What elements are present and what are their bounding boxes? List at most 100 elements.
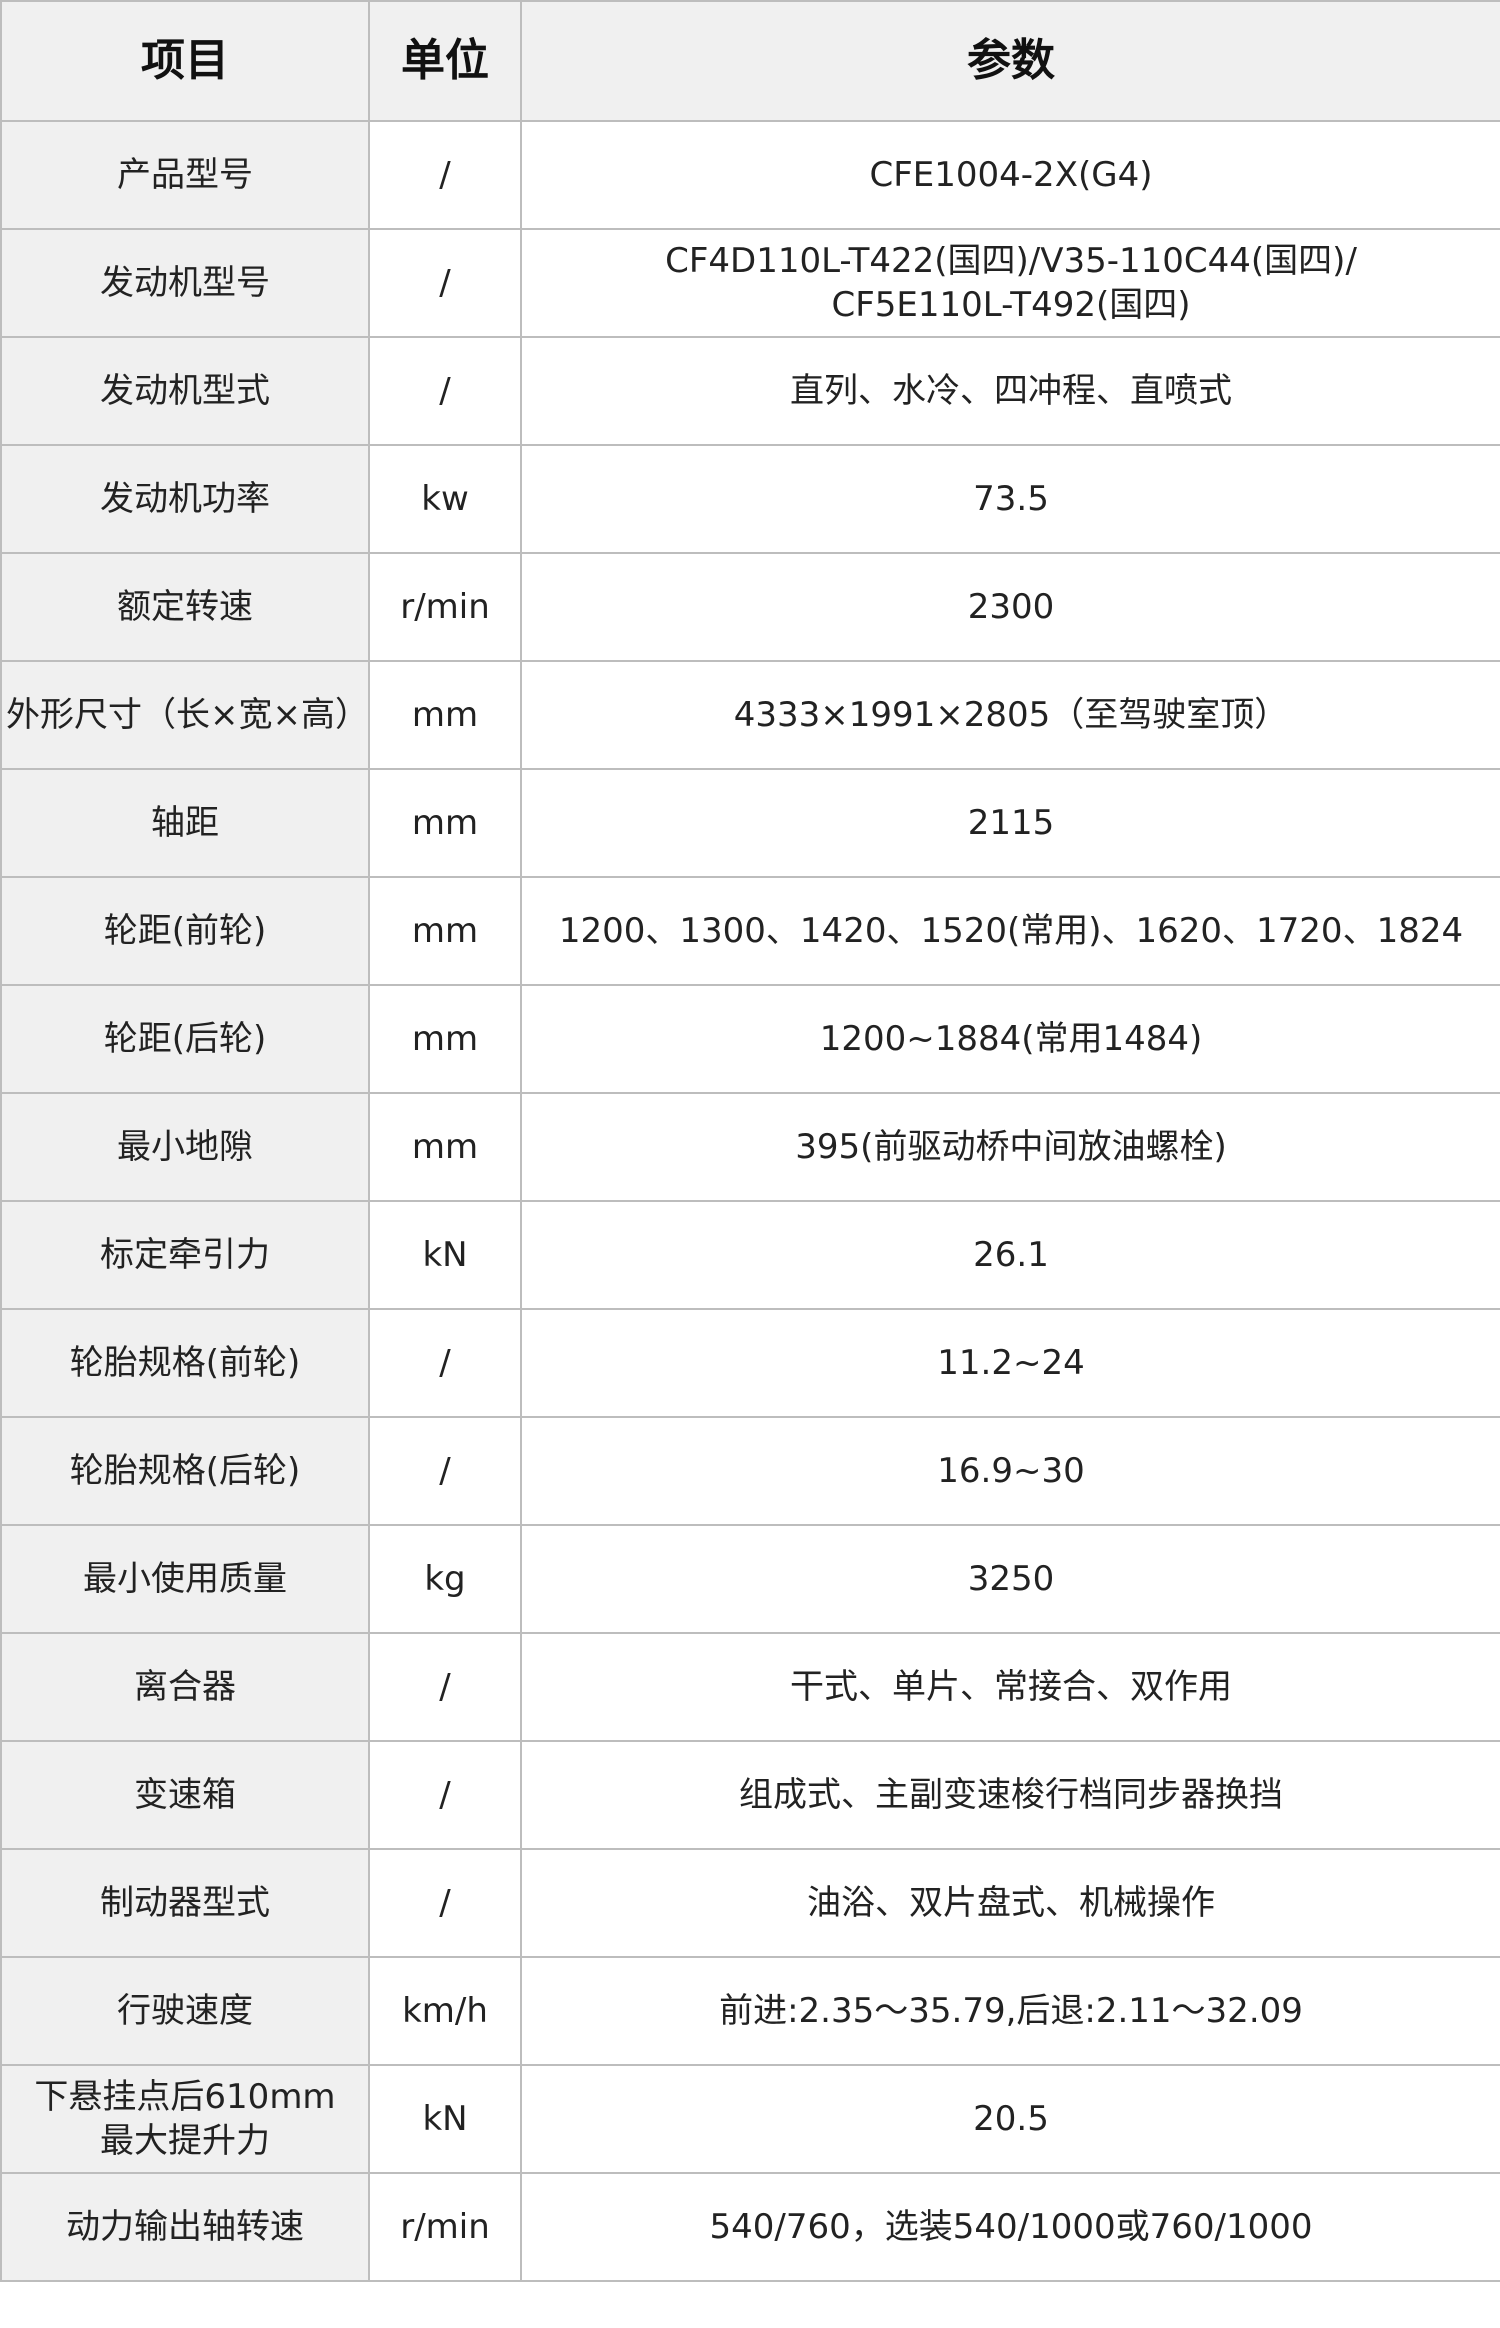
table-row: 最小使用质量 kg 3250 bbox=[0, 1524, 1500, 1634]
unit-cell: mm bbox=[368, 660, 522, 770]
table-row: 离合器 / 干式、单片、常接合、双作用 bbox=[0, 1632, 1500, 1742]
item-cell: 变速箱 bbox=[0, 1740, 370, 1850]
item-cell-text: 制动器型式 bbox=[100, 1883, 270, 1923]
unit-cell-text: kg bbox=[424, 1559, 466, 1599]
unit-cell-text: mm bbox=[411, 1127, 479, 1167]
unit-cell: / bbox=[368, 1848, 522, 1958]
table-row: 轴距 mm 2115 bbox=[0, 768, 1500, 878]
value-cell-text: 3250 bbox=[967, 1559, 1055, 1599]
item-cell: 最小使用质量 bbox=[0, 1524, 370, 1634]
unit-cell-text: kw bbox=[421, 479, 469, 519]
unit-cell: / bbox=[368, 1740, 522, 1850]
item-cell: 发动机型式 bbox=[0, 336, 370, 446]
table-row: 额定转速 r/min 2300 bbox=[0, 552, 1500, 662]
table-row: 下悬挂点后610mm 最大提升力 kN 20.5 bbox=[0, 2064, 1500, 2174]
item-cell-text: 轮距(后轮) bbox=[103, 1019, 267, 1059]
table-row: 动力输出轴转速 r/min 540/760，选装540/1000或760/1000 bbox=[0, 2172, 1500, 2282]
item-cell-text: 产品型号 bbox=[117, 155, 253, 195]
value-cell-text: CFE1004-2X(G4) bbox=[869, 155, 1153, 195]
value-cell: 2115 bbox=[520, 768, 1500, 878]
unit-cell: r/min bbox=[368, 2172, 522, 2282]
value-cell: 73.5 bbox=[520, 444, 1500, 554]
value-cell-text: CF4D110L-T422(国四)/V35-110C44(国四)/ bbox=[665, 241, 1357, 281]
unit-cell-text: kN bbox=[422, 1235, 468, 1275]
value-cell: 1200、1300、1420、1520(常用)、1620、1720、1824 bbox=[520, 876, 1500, 986]
value-cell: 395(前驱动桥中间放油螺栓) bbox=[520, 1092, 1500, 1202]
value-cell-text: 2115 bbox=[967, 803, 1055, 843]
unit-cell-text: / bbox=[439, 1775, 451, 1815]
item-cell-text: 发动机型号 bbox=[100, 263, 270, 303]
item-cell: 标定牵引力 bbox=[0, 1200, 370, 1310]
table-row: 变速箱 / 组成式、主副变速梭行档同步器换挡 bbox=[0, 1740, 1500, 1850]
value-cell: 16.9~30 bbox=[520, 1416, 1500, 1526]
header-item: 项目 bbox=[0, 0, 370, 122]
value-cell: 1200~1884(常用1484) bbox=[520, 984, 1500, 1094]
value-cell: 油浴、双片盘式、机械操作 bbox=[520, 1848, 1500, 1958]
item-cell: 外形尺寸（长×宽×高） bbox=[0, 660, 370, 770]
table-row: 轮胎规格(前轮) / 11.2~24 bbox=[0, 1308, 1500, 1418]
unit-cell-text: / bbox=[439, 1451, 451, 1491]
unit-cell-text: mm bbox=[411, 911, 479, 951]
unit-cell-text: / bbox=[439, 155, 451, 195]
item-cell-text: 最大提升力 bbox=[100, 2121, 270, 2161]
unit-cell-text: / bbox=[439, 263, 451, 303]
item-cell: 行驶速度 bbox=[0, 1956, 370, 2066]
table-row: 轮距(后轮) mm 1200~1884(常用1484) bbox=[0, 984, 1500, 1094]
value-cell-text: 2300 bbox=[967, 587, 1055, 627]
value-cell: 2300 bbox=[520, 552, 1500, 662]
unit-cell: / bbox=[368, 228, 522, 338]
item-cell-text: 发动机型式 bbox=[100, 371, 270, 411]
item-cell-text: 离合器 bbox=[134, 1667, 236, 1707]
value-cell-text: CF5E110L-T492(国四) bbox=[831, 285, 1191, 325]
value-cell-text: 1200、1300、1420、1520(常用)、1620、1720、1824 bbox=[558, 911, 1464, 951]
item-cell-text: 行驶速度 bbox=[117, 1991, 253, 2031]
item-cell-text: 轮距(前轮) bbox=[103, 911, 267, 951]
item-cell-text: 轮胎规格(前轮) bbox=[69, 1343, 301, 1383]
table-row: 发动机型式 / 直列、水冷、四冲程、直喷式 bbox=[0, 336, 1500, 446]
unit-cell: kg bbox=[368, 1524, 522, 1634]
unit-cell-text: mm bbox=[411, 1019, 479, 1059]
unit-cell: mm bbox=[368, 876, 522, 986]
item-cell-text: 轮胎规格(后轮) bbox=[69, 1451, 301, 1491]
value-cell-text: 20.5 bbox=[973, 2099, 1049, 2139]
table-row: 外形尺寸（长×宽×高） mm 4333×1991×2805（至驾驶室顶） bbox=[0, 660, 1500, 770]
unit-cell-text: / bbox=[439, 1667, 451, 1707]
item-cell-text: 轴距 bbox=[151, 803, 219, 843]
value-cell: 26.1 bbox=[520, 1200, 1500, 1310]
table-row: 最小地隙 mm 395(前驱动桥中间放油螺栓) bbox=[0, 1092, 1500, 1202]
value-cell: CFE1004-2X(G4) bbox=[520, 120, 1500, 230]
table-row: 发动机功率 kw 73.5 bbox=[0, 444, 1500, 554]
table-row: 行驶速度 km/h 前进:2.35～35.79,后退:2.11～32.09 bbox=[0, 1956, 1500, 2066]
table-row: 产品型号 / CFE1004-2X(G4) bbox=[0, 120, 1500, 230]
item-cell-text: 外形尺寸（长×宽×高） bbox=[6, 695, 369, 735]
unit-cell-text: mm bbox=[411, 803, 479, 843]
unit-cell: / bbox=[368, 1416, 522, 1526]
table-row: 标定牵引力 kN 26.1 bbox=[0, 1200, 1500, 1310]
unit-cell: mm bbox=[368, 1092, 522, 1202]
unit-cell: r/min bbox=[368, 552, 522, 662]
unit-cell-text: r/min bbox=[400, 2207, 490, 2247]
item-cell: 动力输出轴转速 bbox=[0, 2172, 370, 2282]
value-cell: 4333×1991×2805（至驾驶室顶） bbox=[520, 660, 1500, 770]
item-cell-text: 标定牵引力 bbox=[100, 1235, 270, 1275]
value-cell-text: 直列、水冷、四冲程、直喷式 bbox=[790, 371, 1232, 411]
value-cell-text: 11.2~24 bbox=[937, 1343, 1085, 1383]
unit-cell: kw bbox=[368, 444, 522, 554]
header-param: 参数 bbox=[520, 0, 1500, 122]
value-cell-text: 前进:2.35～35.79,后退:2.11～32.09 bbox=[719, 1991, 1303, 2031]
value-cell-text: 16.9~30 bbox=[937, 1451, 1085, 1491]
item-cell: 轮胎规格(后轮) bbox=[0, 1416, 370, 1526]
unit-cell-text: mm bbox=[411, 695, 479, 735]
value-cell-text: 油浴、双片盘式、机械操作 bbox=[807, 1883, 1215, 1923]
unit-cell-text: / bbox=[439, 1343, 451, 1383]
unit-cell: km/h bbox=[368, 1956, 522, 2066]
unit-cell-text: kN bbox=[422, 2099, 468, 2139]
value-cell: 组成式、主副变速梭行档同步器换挡 bbox=[520, 1740, 1500, 1850]
item-cell: 发动机型号 bbox=[0, 228, 370, 338]
item-cell: 轴距 bbox=[0, 768, 370, 878]
item-cell-text: 变速箱 bbox=[134, 1775, 236, 1815]
item-cell: 轮距(前轮) bbox=[0, 876, 370, 986]
value-cell-text: 540/760，选装540/1000或760/1000 bbox=[709, 2207, 1313, 2247]
unit-cell-text: r/min bbox=[400, 587, 490, 627]
